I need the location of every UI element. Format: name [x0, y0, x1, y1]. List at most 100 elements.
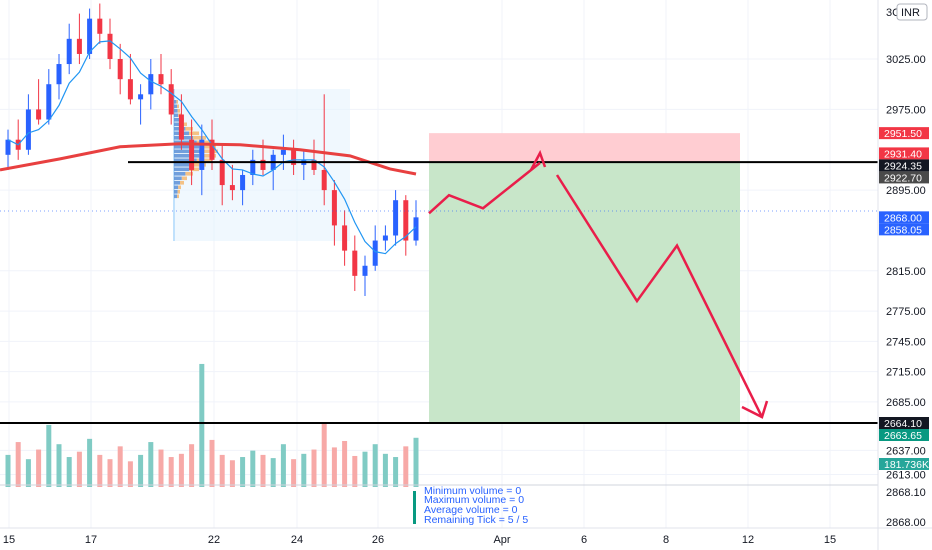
profile-bar-down — [196, 158, 212, 163]
profile-bar-up — [174, 118, 180, 122]
profile-bar-up — [174, 172, 186, 176]
volume-bar — [199, 363, 205, 487]
candle-body — [76, 38, 82, 54]
price-tick: 2613.00 — [886, 470, 926, 482]
volume-bar — [66, 457, 72, 487]
volume-bar — [148, 442, 154, 487]
price-tick: 2775.00 — [886, 306, 926, 318]
volume-bar — [107, 459, 113, 487]
candle-body — [342, 225, 348, 251]
profile-bar-up — [174, 194, 177, 199]
candle-body — [362, 265, 368, 276]
volume-bar — [331, 447, 337, 487]
candle-body — [36, 109, 42, 120]
price-label-box — [879, 127, 929, 140]
max-volume-text: Maximum volume = 0 — [424, 494, 524, 506]
volume-bar — [87, 438, 93, 487]
take-profit-zone[interactable] — [429, 162, 740, 424]
time-tick: 22 — [208, 534, 220, 546]
candle-body — [127, 79, 133, 100]
volume-bar — [168, 457, 174, 487]
time-tick: 8 — [663, 534, 669, 546]
price-tick: 2745.00 — [886, 336, 926, 348]
profile-bar-down — [177, 194, 179, 199]
price-label-box — [879, 211, 929, 224]
price-label: 2951.50 — [884, 128, 922, 140]
volume-bar — [127, 461, 133, 487]
volume-bar — [393, 457, 399, 487]
volume-bar — [189, 444, 195, 487]
price-label: 2868.00 — [884, 212, 922, 224]
profile-bar-up — [174, 154, 200, 158]
candle-body — [56, 64, 62, 85]
avg-volume-text: Average volume = 0 — [424, 504, 518, 516]
projection-path[interactable] — [428, 161, 541, 215]
profile-bar-down — [200, 149, 218, 154]
profile-bar-down — [177, 190, 180, 194]
candle-body — [107, 33, 113, 59]
profile-bar-down — [199, 154, 216, 158]
volume-bar — [117, 446, 123, 487]
min-volume-text: Minimum volume = 0 — [424, 485, 521, 497]
profile-bar-down — [180, 181, 184, 185]
lower-pane-axis-ticks: 2868.10 2868.00 — [886, 487, 926, 529]
candle-body — [199, 139, 205, 170]
candle-body — [311, 159, 317, 170]
candle-body — [25, 109, 31, 150]
volume-bar — [138, 454, 144, 487]
profile-bar-up — [174, 104, 177, 109]
profile-bar-down — [185, 127, 193, 131]
candle-body — [5, 139, 11, 155]
profile-bar-up — [174, 145, 200, 149]
candle-body — [403, 200, 409, 241]
price-label-box — [879, 417, 929, 429]
volume-bar — [311, 449, 317, 487]
candle-body — [331, 190, 337, 226]
price-label: 2858.05 — [884, 224, 922, 236]
profile-bar-up — [174, 176, 182, 181]
volume-bar — [352, 455, 358, 487]
price-label-box — [879, 223, 929, 236]
currency-badge[interactable] — [896, 3, 928, 21]
volume-label-box — [879, 458, 929, 470]
price-label-box — [879, 159, 929, 172]
volume-bar — [56, 444, 62, 487]
time-tick: 15 — [3, 534, 15, 546]
profile-bar-up — [174, 163, 194, 167]
profile-bar-up — [174, 167, 189, 172]
candle-body — [189, 139, 195, 170]
lower-pane-marker — [413, 491, 416, 524]
volume-bar — [15, 442, 21, 487]
candle-body — [66, 38, 72, 65]
currency-label: INR — [901, 7, 920, 19]
price-tick: 3025.00 — [886, 54, 926, 66]
time-tick: 24 — [291, 534, 303, 546]
volume-bar — [46, 424, 52, 487]
volume-bar — [250, 450, 256, 487]
volume-bar — [280, 444, 286, 487]
price-tick: 2815.00 — [886, 266, 926, 278]
candle-body — [413, 217, 419, 241]
candle-body — [168, 84, 174, 115]
profile-bar-up — [174, 100, 177, 104]
remaining-tick-text: Remaining Tick = 5 / 5 — [424, 514, 528, 526]
candle-body — [372, 240, 378, 266]
profile-bar-down — [185, 172, 193, 176]
profile-bar-up — [174, 185, 179, 190]
profile-bar-down — [199, 145, 216, 149]
candle-body — [280, 149, 286, 155]
profile-bar-up — [174, 149, 201, 154]
time-tick: 17 — [85, 534, 97, 546]
candle-body — [382, 235, 388, 241]
profile-bar-down — [176, 100, 178, 104]
candle-body — [138, 94, 144, 100]
stop-loss-zone[interactable] — [429, 133, 740, 163]
volume-bar — [25, 459, 31, 487]
profile-bar-up — [174, 122, 182, 127]
candle-body — [260, 159, 266, 170]
profile-bar-up — [174, 113, 179, 118]
candle-body — [321, 169, 327, 191]
volume-bar — [362, 451, 368, 487]
